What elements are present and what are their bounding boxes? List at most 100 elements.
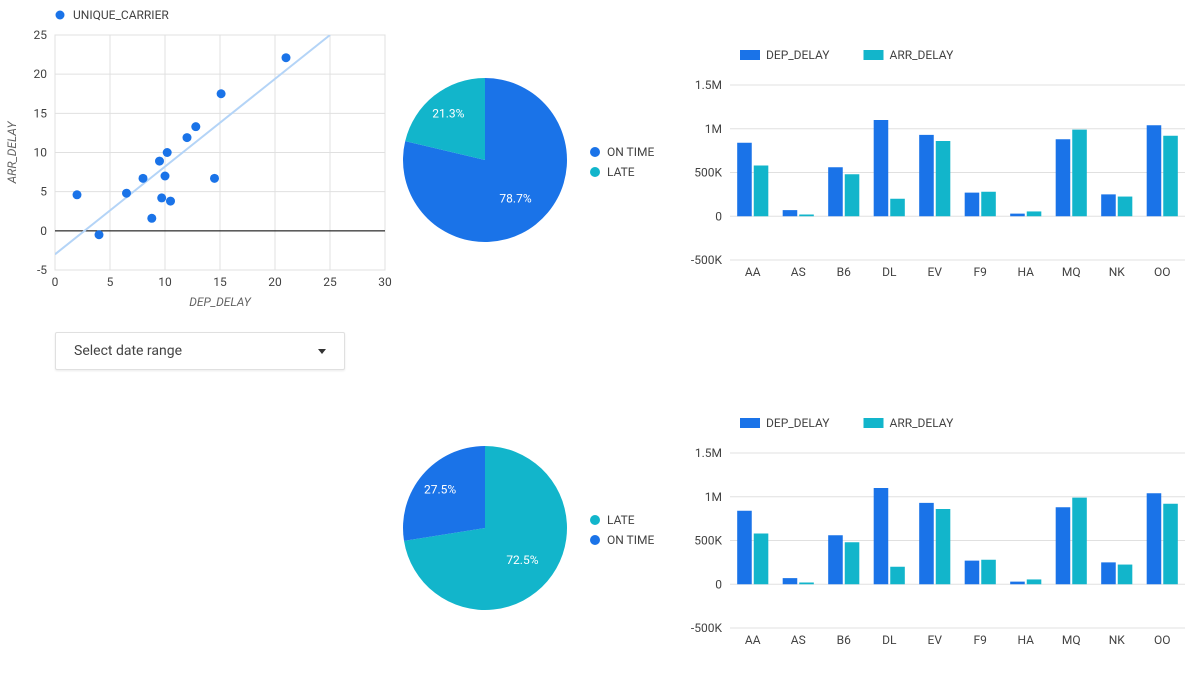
bar-dep	[1147, 493, 1162, 584]
bar-arr	[890, 567, 905, 585]
x-tick-label: AA	[745, 265, 761, 279]
svg-text:0: 0	[52, 275, 59, 289]
bar-dep	[783, 578, 798, 584]
x-tick-label: B6	[837, 633, 851, 647]
legend-label: DEP_DELAY	[766, 416, 830, 430]
svg-text:-500K: -500K	[691, 621, 723, 635]
x-tick-label: F9	[974, 633, 987, 647]
svg-text:1.5M: 1.5M	[695, 446, 722, 460]
svg-text:5: 5	[40, 185, 47, 199]
scatter-chart: 051015202530-50510152025DEP_DELAYARR_DEL…	[0, 0, 405, 310]
pie-slice-label: 72.5%	[506, 553, 538, 567]
chevron-down-icon	[318, 349, 326, 354]
scatter-point	[139, 174, 148, 183]
legend-label: ARR_DELAY	[890, 48, 955, 62]
svg-text:15: 15	[34, 106, 48, 120]
bar-dep	[919, 503, 934, 584]
x-tick-label: OO	[1154, 265, 1171, 279]
bar-dep	[1010, 582, 1025, 585]
x-tick-label: EV	[928, 633, 943, 647]
scatter-point	[155, 157, 164, 166]
x-tick-label: MQ	[1062, 265, 1081, 279]
scatter-point	[282, 53, 291, 62]
bar-arr	[845, 542, 860, 584]
scatter-point	[166, 197, 175, 206]
x-tick-label: HA	[1018, 633, 1035, 647]
bar-arr	[1163, 136, 1178, 217]
legend-label: ON TIME	[607, 145, 654, 159]
legend-marker	[864, 418, 884, 428]
svg-text:5: 5	[107, 275, 114, 289]
legend-label: UNIQUE_CARRIER	[73, 8, 169, 22]
pie-chart-top: 78.7% 21.3% ON TIME LATE	[395, 50, 685, 270]
scatter-point	[95, 230, 104, 239]
date-range-placeholder: Select date range	[74, 343, 182, 359]
bar-arr	[799, 583, 814, 585]
bar-dep	[874, 120, 889, 216]
y-axis-label: ARR_DELAY	[5, 121, 19, 185]
scatter-point	[191, 122, 200, 131]
bar-dep	[737, 511, 752, 585]
x-tick-label: DL	[882, 633, 897, 647]
scatter-point	[183, 133, 192, 142]
legend-label: LATE	[607, 165, 635, 179]
legend-marker	[864, 50, 884, 60]
svg-text:1M: 1M	[705, 490, 722, 504]
bar-dep	[1101, 194, 1116, 216]
svg-text:10: 10	[158, 275, 172, 289]
svg-text:25: 25	[34, 28, 48, 42]
legend-label: ON TIME	[607, 533, 654, 547]
x-tick-label: F9	[974, 265, 987, 279]
bar-arr	[754, 534, 769, 585]
bar-chart-top: DEP_DELAYARR_DELAY-500K0500K1M1.5MAAASB6…	[680, 40, 1195, 300]
bar-arr	[981, 560, 996, 585]
scatter-point	[161, 172, 170, 181]
legend-marker	[590, 147, 600, 157]
scatter-point	[217, 89, 226, 98]
legend-marker	[56, 11, 65, 20]
bar-arr	[1118, 565, 1133, 585]
pie-slice-label: 27.5%	[424, 483, 456, 497]
legend-marker	[590, 515, 600, 525]
bar-dep	[874, 488, 889, 584]
x-axis-label: DEP_DELAY	[189, 295, 252, 309]
pie-slice-label: 78.7%	[499, 192, 531, 206]
x-tick-label: MQ	[1062, 633, 1081, 647]
bar-arr	[1072, 130, 1087, 217]
scatter-point	[163, 148, 172, 157]
svg-text:0: 0	[40, 224, 47, 238]
date-range-picker[interactable]: Select date range	[55, 332, 345, 370]
bar-arr	[799, 215, 814, 217]
bar-dep	[965, 193, 980, 217]
bar-arr	[1027, 211, 1042, 216]
bar-dep	[1056, 139, 1071, 216]
pie-slice-label: 21.3%	[432, 107, 464, 121]
bar-arr	[754, 166, 769, 217]
bar-arr	[1118, 197, 1133, 217]
scatter-point	[157, 193, 166, 202]
x-tick-label: NK	[1109, 265, 1126, 279]
legend-marker	[740, 50, 760, 60]
x-tick-label: AS	[791, 633, 806, 647]
svg-text:0: 0	[715, 577, 722, 591]
bar-arr	[1027, 579, 1042, 584]
svg-text:30: 30	[378, 275, 392, 289]
svg-text:500K: 500K	[694, 166, 722, 180]
bar-arr	[936, 141, 951, 216]
bar-dep	[919, 135, 934, 216]
svg-text:20: 20	[34, 67, 48, 81]
bar-dep	[828, 167, 843, 216]
svg-text:1.5M: 1.5M	[695, 78, 722, 92]
bar-dep	[1056, 507, 1071, 584]
svg-text:-5: -5	[37, 263, 47, 277]
bar-dep	[1010, 214, 1025, 217]
legend-marker	[740, 418, 760, 428]
svg-text:15: 15	[213, 275, 227, 289]
x-tick-label: DL	[882, 265, 897, 279]
svg-text:20: 20	[268, 275, 282, 289]
bar-dep	[828, 535, 843, 584]
x-tick-label: AA	[745, 633, 761, 647]
scatter-point	[122, 189, 131, 198]
x-tick-label: AS	[791, 265, 806, 279]
svg-text:1M: 1M	[705, 122, 722, 136]
